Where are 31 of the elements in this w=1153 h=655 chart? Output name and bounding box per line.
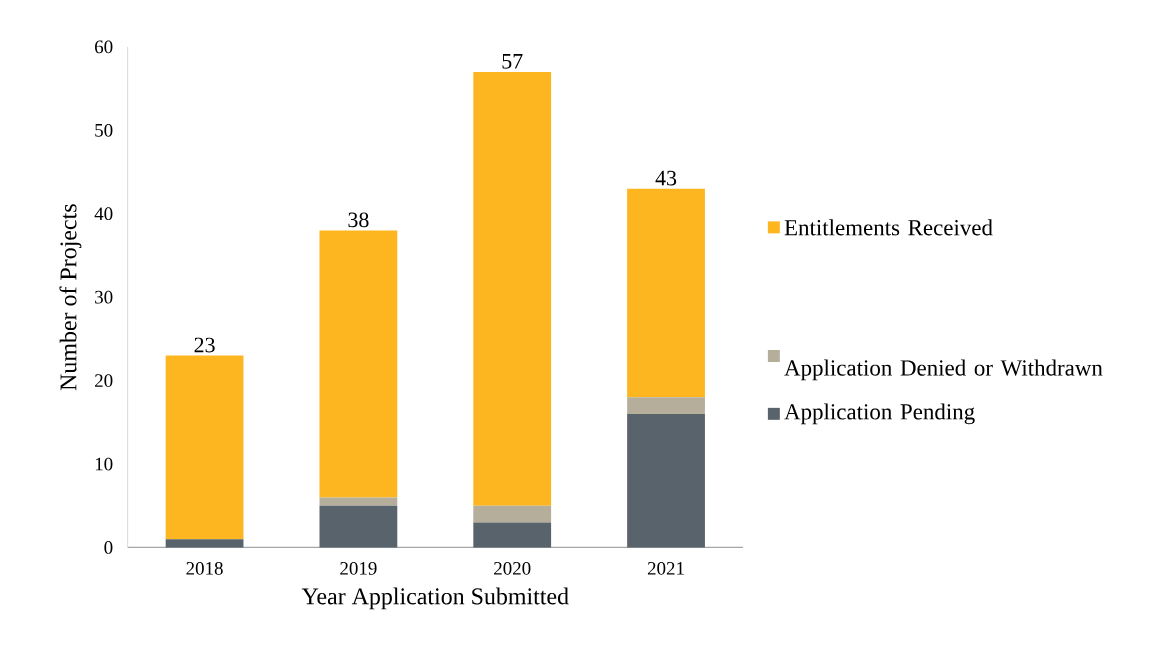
y-tick-label: 20 bbox=[95, 374, 113, 387]
total-label: 43 bbox=[655, 170, 677, 186]
bar bbox=[319, 497, 398, 506]
total-label: 23 bbox=[194, 337, 215, 353]
y-axis-title: Number of Projects bbox=[59, 204, 82, 391]
bar bbox=[627, 188, 705, 398]
bar bbox=[627, 413, 705, 548]
y-tick-label: 30 bbox=[95, 290, 113, 304]
bar bbox=[473, 522, 552, 548]
total-label: 57 bbox=[502, 54, 523, 69]
x-tick-label: 2018 bbox=[186, 561, 223, 575]
x-tick-label: 2020 bbox=[494, 561, 531, 575]
y-tick-label: 50 bbox=[95, 123, 113, 137]
y-tick-label: 0 bbox=[104, 540, 113, 554]
legend-label: Application Pending bbox=[784, 403, 975, 425]
x-tick-label: 2019 bbox=[340, 561, 377, 575]
x-axis-title: Year Application Submitted bbox=[301, 587, 569, 610]
legend-label: Application Denied or Withdrawn bbox=[784, 359, 1103, 381]
bar bbox=[473, 505, 552, 523]
bar bbox=[627, 397, 705, 414]
y-tick-label: 60 bbox=[95, 40, 113, 54]
x-tick-label: 2021 bbox=[647, 561, 684, 575]
y-tick-label: 10 bbox=[95, 457, 113, 471]
bar bbox=[473, 71, 552, 506]
bar bbox=[165, 539, 244, 548]
bar bbox=[319, 230, 398, 498]
bar bbox=[319, 505, 398, 548]
y-tick-label: 40 bbox=[94, 207, 113, 221]
total-label: 38 bbox=[348, 212, 369, 228]
legend-label: Entitlements Received bbox=[784, 219, 993, 236]
bar bbox=[165, 355, 244, 540]
